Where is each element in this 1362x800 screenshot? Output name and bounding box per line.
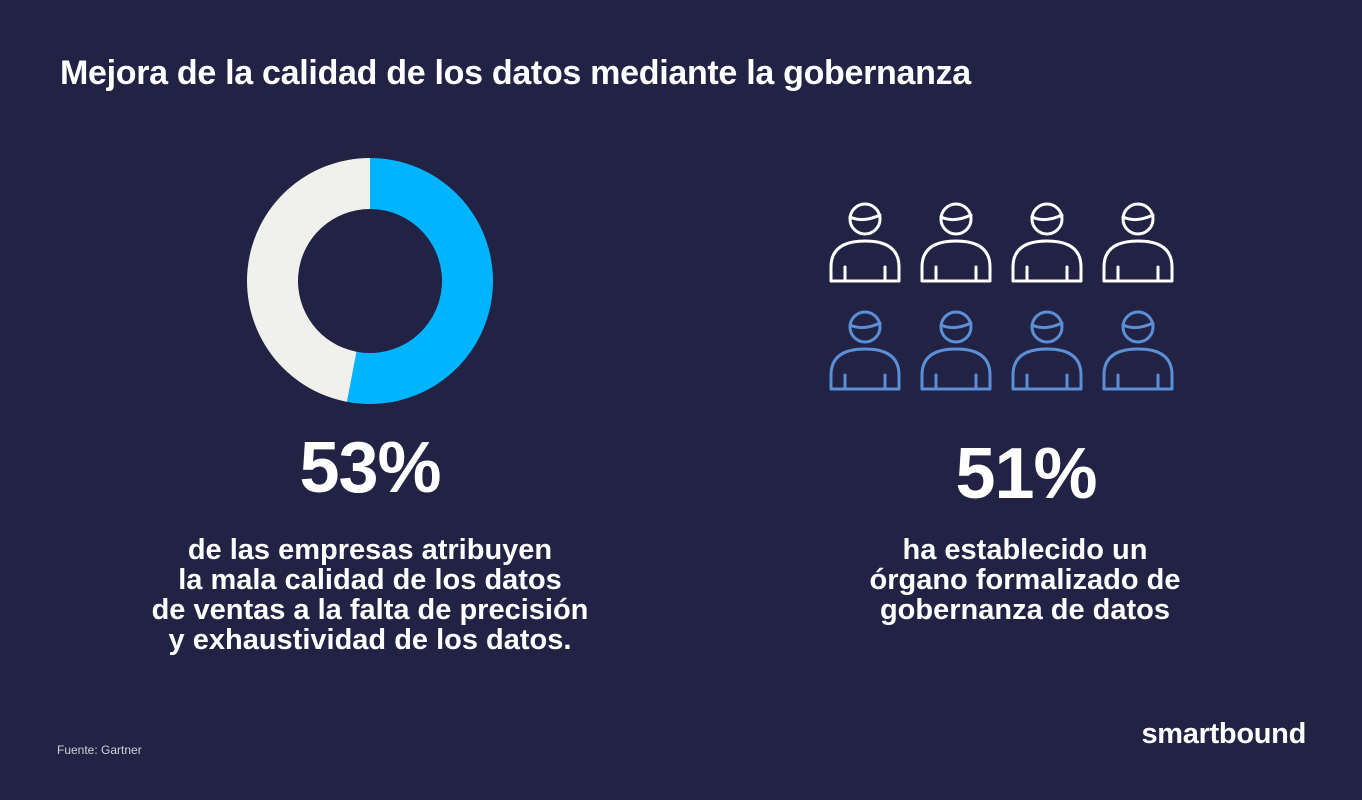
page-title: Mejora de la calidad de los datos median… xyxy=(60,54,971,92)
person-outline-icon xyxy=(920,310,992,391)
stat-description-left-line: de las empresas atribuyen xyxy=(187,534,553,566)
brand-logo: smartbound xyxy=(1141,718,1306,750)
person-outline-icon xyxy=(1102,310,1174,391)
person-outline-icon xyxy=(1011,310,1083,391)
donut-slice-0 xyxy=(346,158,494,404)
stat-value-right: 51% xyxy=(955,434,1097,514)
donut-slice-1 xyxy=(247,158,370,402)
stat-value-left: 53% xyxy=(299,428,441,508)
stat-description-left-line: y exhaustividad de los datos. xyxy=(168,624,572,656)
people-pictogram xyxy=(829,202,1174,391)
donut-chart xyxy=(247,158,494,404)
stat-description-right: ha establecido un órgano formalizado de … xyxy=(780,535,1270,625)
person-outline-icon xyxy=(829,202,901,283)
stat-description-left-line: la mala calidad de los datos xyxy=(178,564,562,596)
source-note: Fuente: Gartner xyxy=(57,743,142,757)
person-outline-icon xyxy=(829,310,901,391)
stat-description-right-line: órgano formalizado de xyxy=(869,564,1181,596)
person-outline-icon xyxy=(1102,202,1174,283)
stat-description-left: de las empresas atribuyen la mala calida… xyxy=(80,535,660,655)
stat-description-right-line: gobernanza de datos xyxy=(879,594,1171,626)
stat-description-left-line: de ventas a la falta de precisión xyxy=(151,594,589,626)
stat-description-right-line: ha establecido un xyxy=(902,534,1148,566)
person-outline-icon xyxy=(1011,202,1083,283)
person-outline-icon xyxy=(920,202,992,283)
